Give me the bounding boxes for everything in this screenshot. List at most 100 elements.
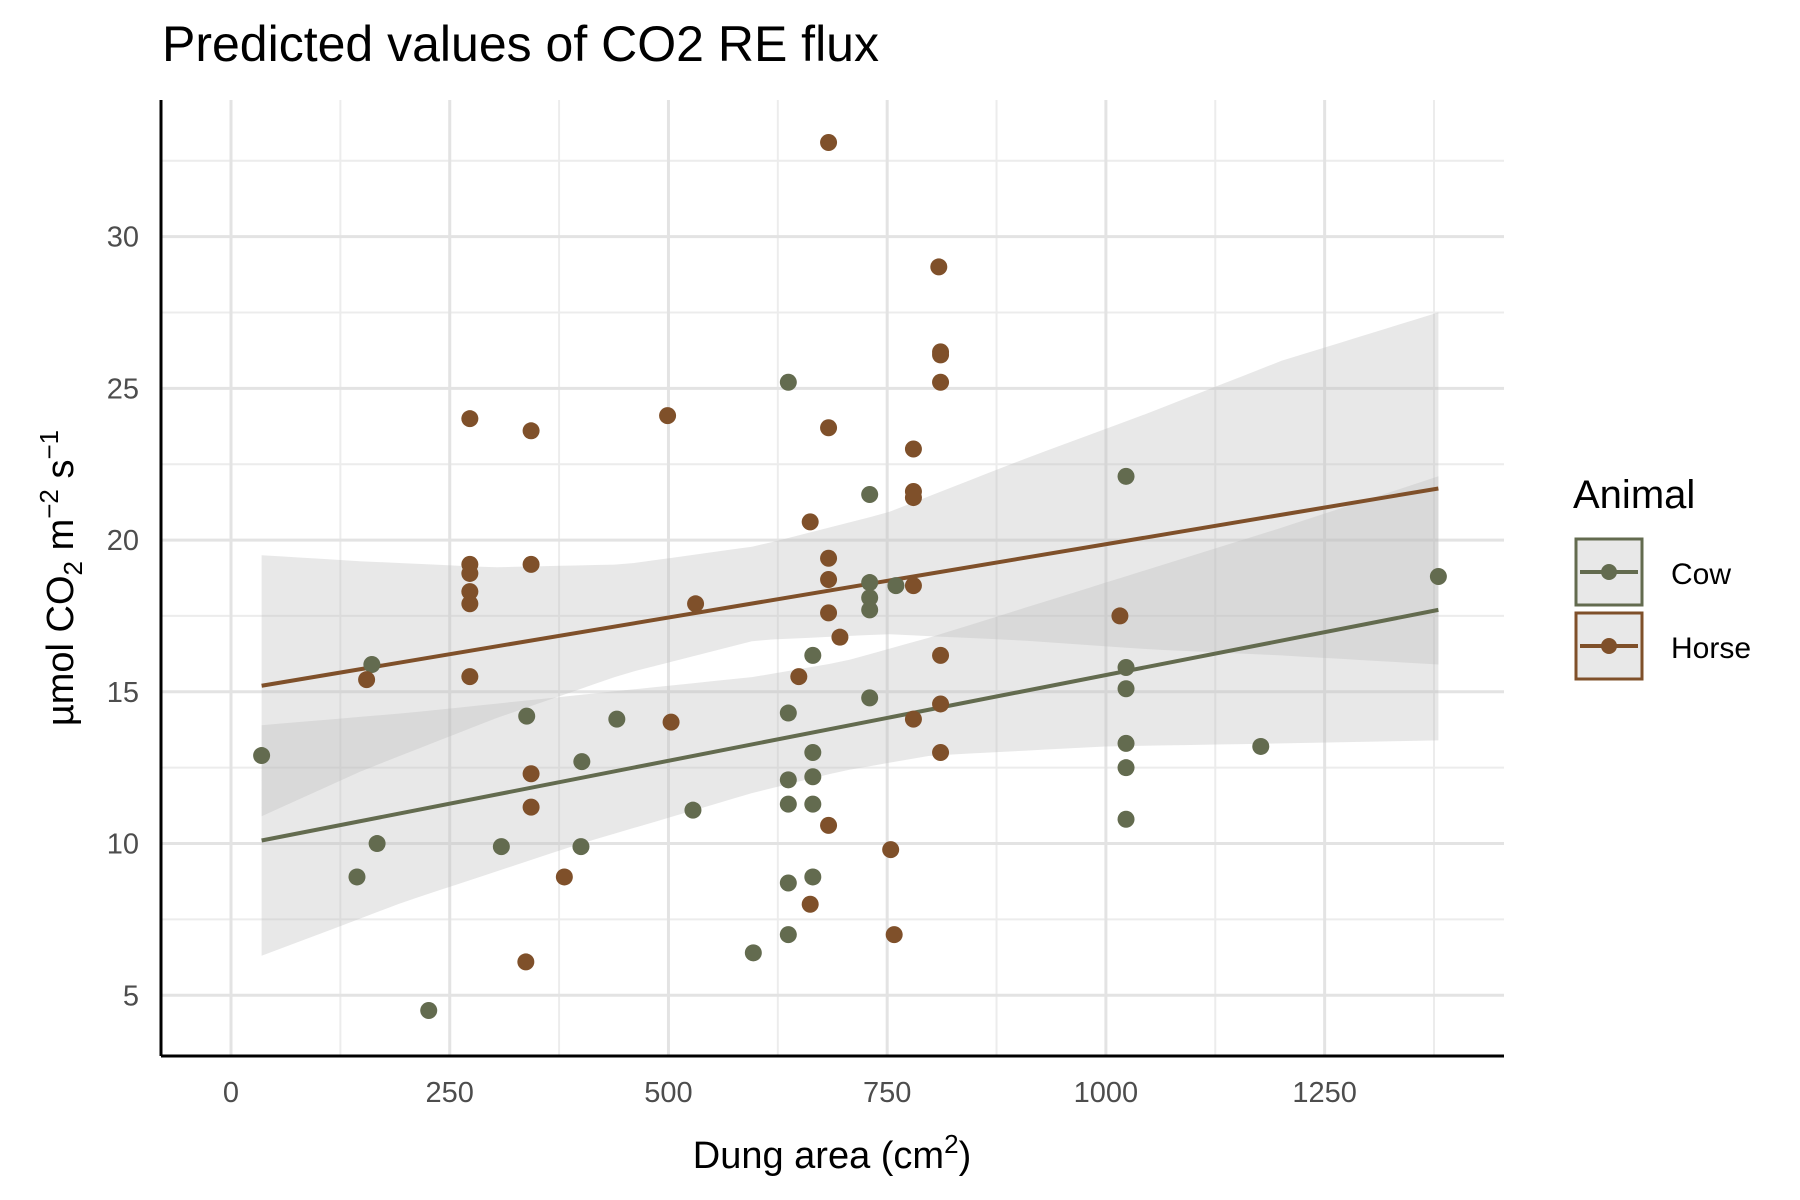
legend: Animal Cow Horse <box>1573 473 1751 681</box>
point-horse-20 <box>820 419 838 437</box>
point-cow-14 <box>779 771 797 789</box>
point-horse-30 <box>904 489 922 507</box>
point-cow-19 <box>804 744 822 762</box>
point-cow-7 <box>572 838 590 856</box>
legend-key-horse-point <box>1601 638 1617 654</box>
point-horse-0 <box>358 671 376 689</box>
point-cow-10 <box>684 801 702 819</box>
y-tick-label-1: 10 <box>107 829 139 861</box>
point-horse-5 <box>461 595 479 613</box>
point-horse-19 <box>820 133 838 151</box>
point-horse-16 <box>790 668 808 686</box>
point-horse-1 <box>461 410 479 428</box>
confidence-ribbons <box>261 312 1439 956</box>
point-horse-21 <box>820 549 838 567</box>
point-cow-34 <box>1117 810 1135 828</box>
confidence-ribbon-horse <box>261 312 1439 817</box>
legend-key-cow-point <box>1601 564 1617 580</box>
x-tick-label-0: 0 <box>223 1077 239 1109</box>
x-tick-label-1: 250 <box>426 1077 474 1109</box>
y-tick-labels: 5 10 15 20 25 30 <box>107 222 139 1013</box>
point-horse-17 <box>801 513 819 531</box>
fit-line-horse <box>261 486 1439 688</box>
point-cow-27 <box>861 689 879 707</box>
point-horse-14 <box>662 713 680 731</box>
major-gridlines <box>161 100 1504 1056</box>
confidence-ribbon-cow <box>261 476 1439 956</box>
point-cow-17 <box>779 926 797 944</box>
x-tick-label-5: 1250 <box>1292 1077 1357 1109</box>
point-cow-25 <box>861 589 879 607</box>
point-cow-23 <box>861 486 879 504</box>
point-cow-28 <box>887 577 905 595</box>
point-horse-13 <box>659 407 677 425</box>
point-cow-12 <box>779 373 797 391</box>
y-tick-label-5: 30 <box>107 222 139 254</box>
point-cow-0 <box>253 747 271 765</box>
point-cow-35 <box>1252 737 1270 755</box>
point-horse-36 <box>932 373 950 391</box>
point-horse-31 <box>904 577 922 595</box>
point-horse-15 <box>687 595 705 613</box>
point-horse-11 <box>522 798 540 816</box>
point-cow-13 <box>779 704 797 722</box>
y-axis-title: µmol CO2 m−2 s−1 <box>34 430 88 726</box>
legend-label-cow: Cow <box>1671 558 1731 591</box>
legend-item-horse: Horse <box>1574 611 1751 681</box>
point-horse-26 <box>882 841 900 859</box>
point-cow-36 <box>1429 567 1447 585</box>
point-cow-3 <box>368 835 386 853</box>
point-horse-24 <box>820 816 838 834</box>
data-points <box>253 133 1447 1019</box>
fit-line-cow <box>261 607 1439 843</box>
point-cow-8 <box>573 753 591 771</box>
point-horse-32 <box>904 710 922 728</box>
point-cow-33 <box>1117 759 1135 777</box>
point-horse-27 <box>885 926 903 944</box>
point-horse-33 <box>930 258 948 276</box>
point-horse-35 <box>932 346 950 364</box>
point-cow-30 <box>1117 659 1135 677</box>
x-tick-labels: 0 250 500 750 1000 1250 <box>223 1077 1357 1109</box>
point-cow-1 <box>348 868 366 886</box>
point-cow-31 <box>1117 680 1135 698</box>
x-axis-title: Dung area (cm2) <box>693 1129 971 1177</box>
legend-item-cow: Cow <box>1574 537 1731 607</box>
y-tick-label-4: 25 <box>107 373 139 405</box>
point-cow-24 <box>861 574 879 592</box>
point-horse-3 <box>461 564 479 582</box>
chart-title: Predicted values of CO2 RE flux <box>162 16 879 72</box>
point-horse-40 <box>1111 607 1129 625</box>
point-horse-8 <box>522 422 540 440</box>
y-tick-label-2: 15 <box>107 677 139 709</box>
point-cow-9 <box>608 710 626 728</box>
point-horse-18 <box>801 895 819 913</box>
point-cow-21 <box>804 795 822 813</box>
point-cow-20 <box>804 768 822 786</box>
point-horse-23 <box>820 604 838 622</box>
point-horse-9 <box>522 555 540 573</box>
point-cow-4 <box>420 1001 438 1019</box>
point-horse-7 <box>517 953 535 971</box>
point-cow-18 <box>804 646 822 664</box>
legend-title: Animal <box>1573 473 1695 517</box>
point-horse-38 <box>932 695 950 713</box>
y-tick-label-3: 20 <box>107 525 139 557</box>
point-horse-10 <box>522 765 540 783</box>
x-tick-label-4: 1000 <box>1074 1077 1139 1109</box>
point-cow-11 <box>744 944 762 962</box>
point-horse-25 <box>831 628 849 646</box>
point-horse-4 <box>461 583 479 601</box>
y-tick-label-0: 5 <box>123 980 139 1012</box>
point-cow-32 <box>1117 734 1135 752</box>
point-horse-22 <box>820 571 838 589</box>
point-cow-22 <box>804 868 822 886</box>
point-horse-39 <box>932 744 950 762</box>
point-cow-5 <box>492 838 510 856</box>
legend-label-horse: Horse <box>1671 632 1751 665</box>
point-cow-29 <box>1117 467 1135 485</box>
point-horse-28 <box>904 440 922 458</box>
point-horse-12 <box>555 868 573 886</box>
x-tick-label-2: 500 <box>644 1077 692 1109</box>
